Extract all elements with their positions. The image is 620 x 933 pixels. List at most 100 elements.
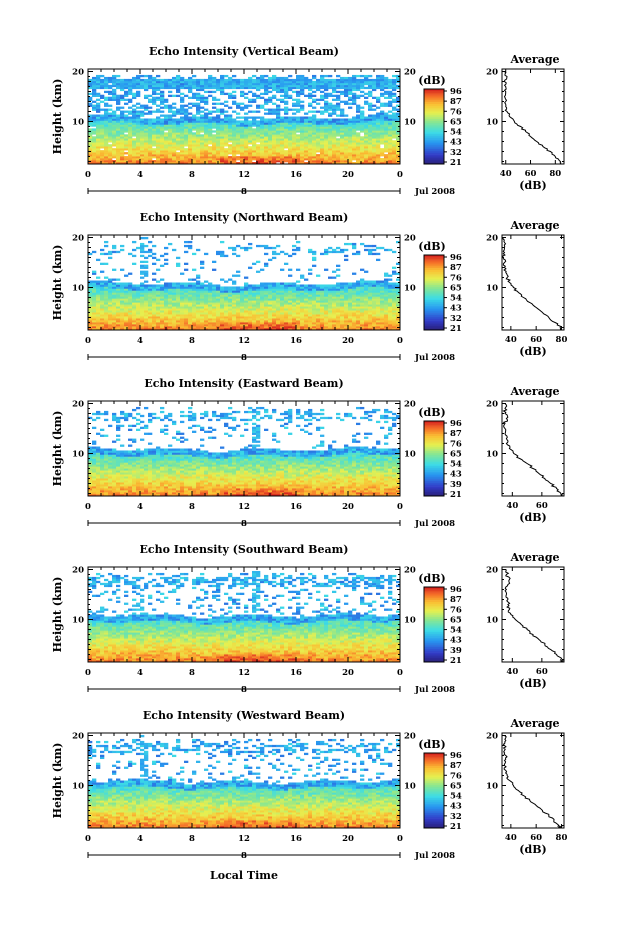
y-tick-label-right: 10 xyxy=(404,782,416,792)
colorbar-tick-label: 21 xyxy=(450,158,462,168)
x-tick-label: 20 xyxy=(342,336,354,346)
y-tick-label-right: 20 xyxy=(404,566,416,576)
y-tick-label: 20 xyxy=(72,400,84,410)
colorbar-tick-label: 76 xyxy=(450,605,462,615)
colorbar-tick-label: 54 xyxy=(450,128,462,138)
average-y-tick-label: 10 xyxy=(486,782,498,792)
day-marker: 8 xyxy=(241,851,247,861)
average-profile-line xyxy=(504,404,563,497)
average-y-tick-label: 10 xyxy=(486,616,498,626)
average-x-tick-label: 80 xyxy=(549,169,561,179)
colorbar-tick-label: 32 xyxy=(450,314,462,324)
average-title: Average xyxy=(509,53,559,66)
colorbar-tick-label: 76 xyxy=(450,107,462,117)
average-x-tick-label: 40 xyxy=(505,833,517,843)
heatmap-cells xyxy=(88,571,400,662)
x-tick-label: 0 xyxy=(397,668,403,678)
y-tick-label: 20 xyxy=(72,234,84,244)
y-axis-label: Height (km) xyxy=(51,79,64,155)
x-tick-label: 20 xyxy=(342,502,354,512)
y-tick-label: 10 xyxy=(72,284,84,294)
colorbar-tick-label: 96 xyxy=(450,585,462,595)
day-marker: 8 xyxy=(241,519,247,529)
colorbar-tick-label: 65 xyxy=(450,283,462,293)
panel-title: Echo Intensity (Southward Beam) xyxy=(140,543,349,556)
colorbar-tick-label: 96 xyxy=(450,253,462,263)
average-x-tick-label: 60 xyxy=(525,169,537,179)
colorbar-tick-label: 54 xyxy=(450,294,462,304)
x-tick-label: 0 xyxy=(397,170,403,180)
average-x-tick-label: 40 xyxy=(506,667,518,677)
colorbar-tick-label: 65 xyxy=(450,615,462,625)
x-tick-label: 8 xyxy=(189,502,195,512)
heatmap-cells xyxy=(88,237,400,330)
y-tick-label-right: 20 xyxy=(404,732,416,742)
colorbar-tick-label: 87 xyxy=(450,429,462,439)
panel-title: Echo Intensity (Eastward Beam) xyxy=(144,377,343,390)
average-profile-line xyxy=(502,238,561,331)
average-x-tick-label: 40 xyxy=(505,335,517,345)
y-tick-label-right: 10 xyxy=(404,284,416,294)
colorbar-tick-label: 87 xyxy=(450,595,462,605)
x-axis-label: Local Time xyxy=(210,869,278,882)
x-tick-label: 12 xyxy=(238,336,250,346)
colorbar-tick-label: 65 xyxy=(450,781,462,791)
date-label: Jul 2008 xyxy=(414,851,455,861)
colorbar-tick-label: 21 xyxy=(450,822,462,832)
average-profile-line xyxy=(505,72,562,165)
y-tick-label-right: 10 xyxy=(404,118,416,128)
average-title: Average xyxy=(509,551,559,564)
date-label: Jul 2008 xyxy=(414,187,455,197)
y-tick-label: 10 xyxy=(72,782,84,792)
average-profile-line xyxy=(504,736,562,829)
x-tick-label: 4 xyxy=(137,336,143,346)
x-tick-label: 4 xyxy=(137,668,143,678)
colorbar-tick-label: 43 xyxy=(450,636,462,646)
colorbar-tick-label: 76 xyxy=(450,439,462,449)
x-tick-label: 0 xyxy=(85,336,91,346)
x-tick-label: 20 xyxy=(342,834,354,844)
x-tick-label: 0 xyxy=(85,502,91,512)
average-y-tick-label: 20 xyxy=(486,68,498,78)
x-tick-label: 16 xyxy=(290,668,302,678)
colorbar-tick-label: 21 xyxy=(450,656,462,666)
panel-title: Echo Intensity (Northward Beam) xyxy=(140,211,349,224)
average-y-tick-label: 20 xyxy=(486,566,498,576)
x-tick-label: 8 xyxy=(189,336,195,346)
panel-title: Echo Intensity (Westward Beam) xyxy=(143,709,345,722)
average-y-tick-label: 10 xyxy=(486,118,498,128)
x-tick-label: 20 xyxy=(342,668,354,678)
x-tick-label: 4 xyxy=(137,834,143,844)
x-tick-label: 16 xyxy=(290,502,302,512)
colorbar-tick-label: 87 xyxy=(450,761,462,771)
average-x-tick-label: 40 xyxy=(500,169,512,179)
y-axis-label: Height (km) xyxy=(51,743,64,819)
x-tick-label: 4 xyxy=(137,502,143,512)
y-axis-label: Height (km) xyxy=(51,577,64,653)
date-label: Jul 2008 xyxy=(414,353,455,363)
colorbar-tick-label: 65 xyxy=(450,449,462,459)
colorbar-tick-label: 32 xyxy=(450,148,462,158)
x-tick-label: 0 xyxy=(85,668,91,678)
average-x-tick-label: 60 xyxy=(536,501,548,511)
x-tick-label: 0 xyxy=(85,170,91,180)
y-tick-label: 10 xyxy=(72,616,84,626)
day-marker: 8 xyxy=(241,685,247,695)
colorbar-tick-label: 65 xyxy=(450,117,462,127)
day-marker: 8 xyxy=(241,187,247,197)
x-tick-label: 16 xyxy=(290,834,302,844)
average-y-tick-label: 20 xyxy=(486,732,498,742)
colorbar-tick-label: 96 xyxy=(450,751,462,761)
x-tick-label: 12 xyxy=(238,502,250,512)
heatmap-cells xyxy=(88,75,400,164)
date-label: Jul 2008 xyxy=(414,685,455,695)
